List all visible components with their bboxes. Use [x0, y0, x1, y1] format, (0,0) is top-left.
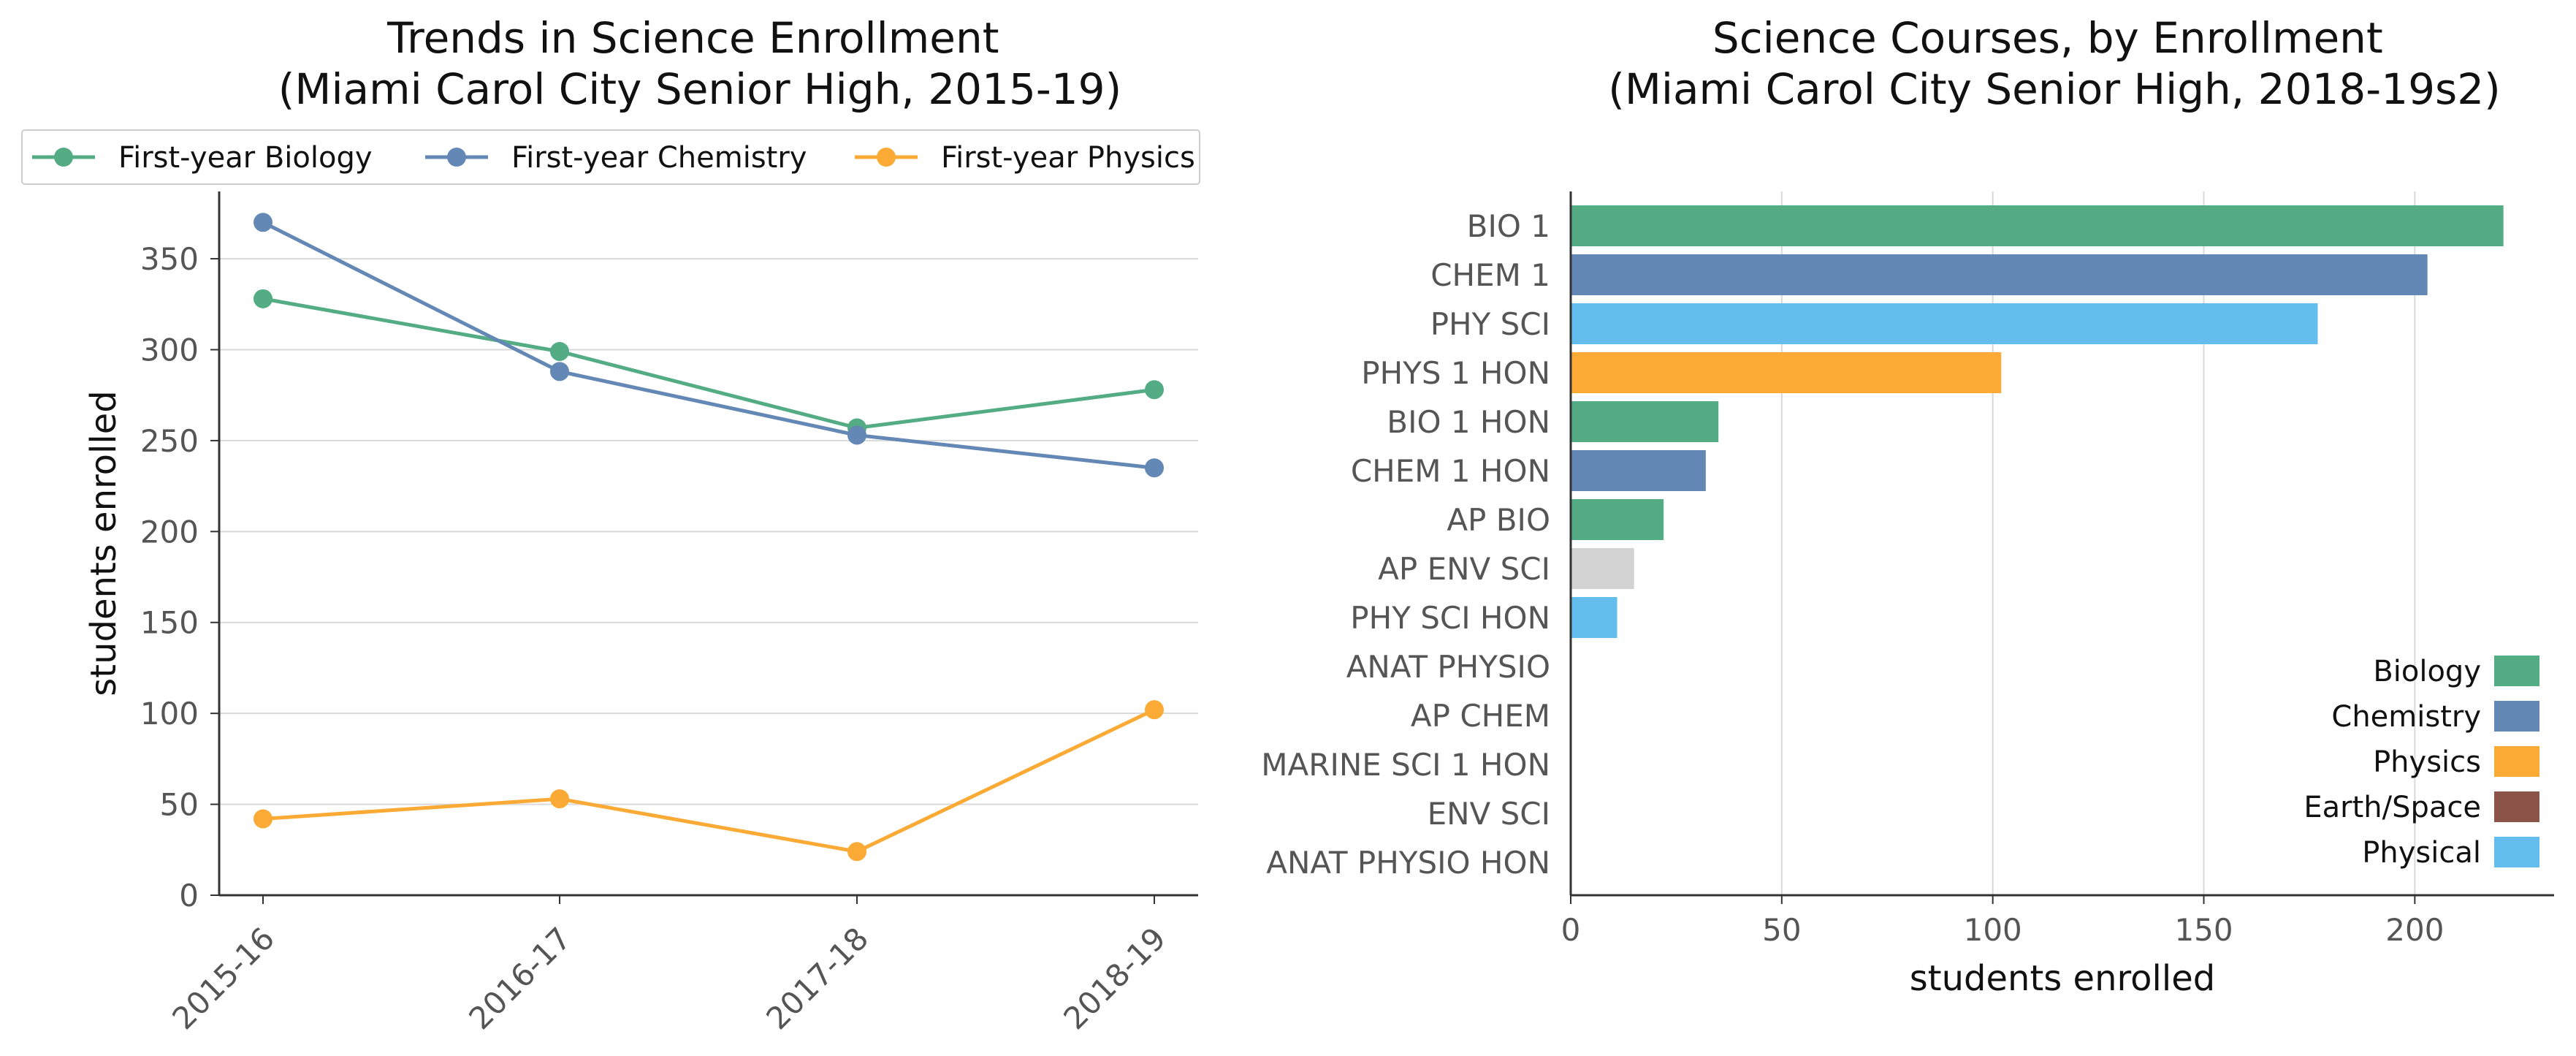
y-tick-label: 200 [140, 514, 199, 550]
legend-marker [877, 148, 896, 167]
x-tick-label: 200 [2385, 912, 2444, 948]
bar-chart-legend: Biology Chemistry Physics Earth/Space Physic… [2303, 655, 2539, 870]
line-chart-y-axis-label: students enrolled [83, 390, 124, 696]
legend-label: Physical [2362, 836, 2481, 870]
line-chart-x-ticks: 2015-16 2016-17 2017-18 2018-19 [165, 895, 1173, 1036]
data-point [550, 789, 569, 809]
bar [1571, 450, 1706, 491]
line-chart-axes [218, 191, 1198, 897]
bar [1571, 401, 1719, 442]
line-chart-series [254, 213, 1164, 862]
bar-chart-category-labels: BIO 1 CHEM 1 PHY SCI PHYS 1 HON BIO 1 HON CHE… [1261, 208, 1550, 881]
series-line [262, 297, 1155, 430]
category-label: AP BIO [1447, 502, 1550, 538]
category-label: CHEM 1 HON [1351, 453, 1550, 489]
data-point [254, 289, 273, 308]
bar-chart-title: Science Courses, by Enrollment (Miami Ca… [1608, 13, 2501, 114]
line-chart-title-line-1: Trends in Science Enrollment [386, 13, 999, 63]
x-tick-label: 2018-19 [1056, 920, 1173, 1036]
line-chart-gridlines [219, 258, 1198, 805]
legend-marker [447, 148, 466, 167]
y-tick-label: 50 [160, 787, 199, 823]
legend-label: First-year Physics [941, 141, 1195, 175]
bar [1571, 254, 2428, 295]
category-label: ANAT PHYSIO [1346, 649, 1550, 685]
legend-swatch [2494, 656, 2539, 686]
category-label: AP ENV SCI [1378, 551, 1550, 587]
series-line [262, 221, 1155, 470]
bar-chart-x-axis-label: students enrolled [1910, 958, 2215, 999]
x-tick-label: 2015-16 [165, 920, 281, 1036]
data-point [550, 362, 569, 381]
category-label: CHEM 1 [1430, 257, 1550, 293]
category-label: BIO 1 [1467, 208, 1550, 244]
legend-label: First-year Biology [118, 141, 373, 175]
data-point [847, 842, 866, 862]
x-tick-label: 150 [2174, 912, 2233, 948]
data-point [1145, 458, 1164, 478]
bar-chart: Science Courses, by Enrollment (Miami Ca… [1261, 13, 2554, 999]
legend-label: Earth/Space [2303, 791, 2481, 824]
line-chart-title-line-2: (Miami Carol City Senior High, 2015-19) [278, 64, 1121, 114]
bar-chart-gridlines [1780, 191, 2416, 895]
series-line [262, 707, 1156, 854]
bar [1571, 303, 2318, 344]
legend-swatch [2494, 701, 2539, 732]
legend-label: Biology [2373, 655, 2481, 688]
line-chart-y-ticks: 0 50 100 150 200 250 300 350 [140, 241, 219, 913]
bar-chart-title-line-2: (Miami Carol City Senior High, 2018-19s2… [1608, 64, 2501, 114]
bar-chart-axes [1569, 191, 2554, 897]
bar-chart-title-line-1: Science Courses, by Enrollment [1712, 13, 2383, 63]
bar [1571, 352, 2002, 393]
x-tick-label: 2016-17 [462, 920, 578, 1036]
y-tick-label: 250 [140, 423, 199, 459]
data-point [1145, 380, 1164, 400]
bar [1571, 548, 1634, 589]
y-tick-label: 300 [140, 332, 199, 368]
bar [1571, 597, 1617, 638]
x-tick-label: 50 [1762, 912, 1801, 948]
bar [1571, 499, 1664, 540]
line-chart-legend: First-year Biology First-year Chemistry Fi… [21, 129, 1200, 185]
legend-swatch [2494, 791, 2539, 822]
category-label: ENV SCI [1428, 796, 1550, 832]
y-tick-label: 100 [140, 696, 199, 732]
category-label: PHYS 1 HON [1361, 355, 1550, 391]
x-tick-label: 2017-18 [759, 920, 875, 1036]
y-tick-label: 150 [140, 605, 199, 641]
data-point [254, 213, 273, 232]
category-label: PHY SCI [1430, 306, 1550, 342]
legend-swatch [2494, 837, 2539, 867]
category-label: AP CHEM [1411, 698, 1550, 734]
x-tick-label: 0 [1561, 912, 1581, 948]
bar-chart-x-ticks: 0 50 100 150 200 [1561, 895, 2444, 948]
legend-frame [21, 129, 1200, 185]
legend-marker [54, 148, 73, 167]
y-tick-label: 0 [179, 878, 199, 913]
category-label: MARINE SCI 1 HON [1261, 747, 1550, 783]
legend-label: First-year Chemistry [511, 141, 807, 175]
line-chart: Trends in Science Enrollment (Miami Caro… [21, 13, 1200, 1036]
category-label: BIO 1 HON [1387, 404, 1550, 440]
legend-label: Physics [2373, 745, 2481, 779]
data-point [1145, 700, 1164, 720]
legend-swatch [2494, 746, 2539, 777]
bar [1571, 205, 2504, 246]
x-tick-label: 100 [1964, 912, 2022, 948]
data-point [847, 425, 866, 445]
category-label: PHY SCI HON [1350, 600, 1550, 636]
bar-chart-bars [1571, 205, 2504, 638]
data-point [254, 809, 273, 829]
legend-label: Chemistry [2331, 700, 2481, 734]
data-point [550, 341, 569, 361]
y-tick-label: 350 [140, 241, 199, 277]
line-chart-title: Trends in Science Enrollment (Miami Caro… [278, 13, 1121, 114]
category-label: ANAT PHYSIO HON [1266, 845, 1550, 881]
